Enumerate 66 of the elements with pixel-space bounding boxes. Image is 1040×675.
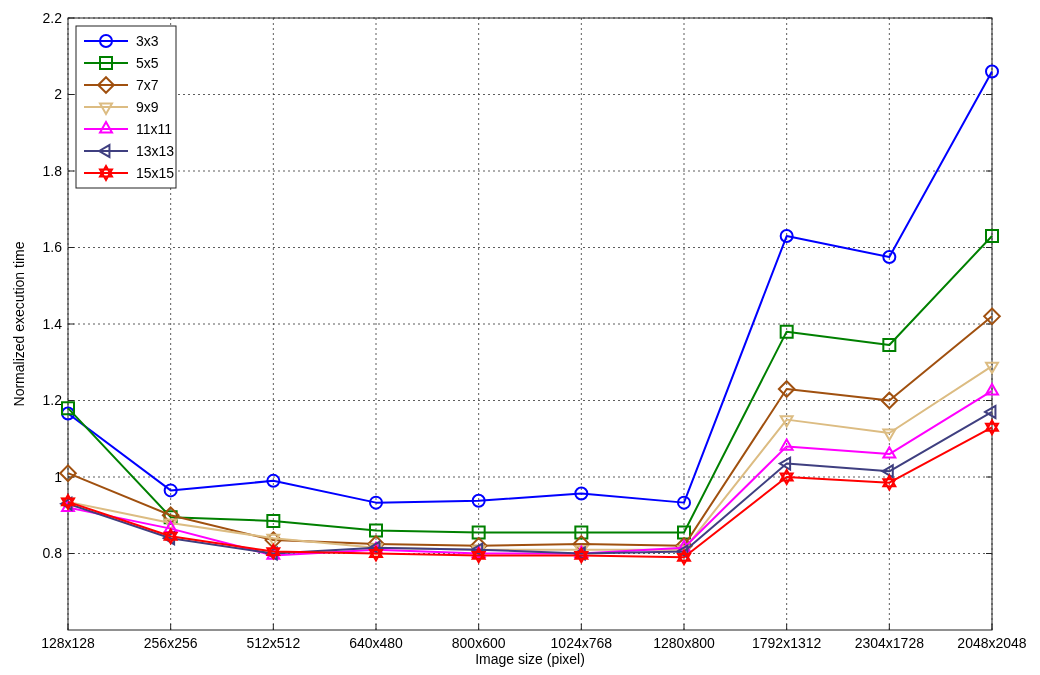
point [985, 419, 999, 436]
legend-label: 13x13 [136, 142, 175, 159]
point [985, 383, 999, 396]
point [61, 406, 75, 421]
y-tick-label: 1.4 [42, 315, 63, 332]
y-tick-label: 2 [54, 86, 63, 103]
point [984, 405, 997, 419]
y-axis-title: Normalized execution time [11, 241, 27, 407]
x-tick-label: 256x256 [143, 635, 198, 651]
x-tick-label: 640x480 [349, 635, 404, 651]
point [985, 64, 999, 79]
point [779, 469, 794, 485]
x-axis-title: Image size (pixel) [475, 651, 585, 667]
point [471, 493, 486, 508]
y-tick-label: 1.2 [42, 392, 63, 409]
point [881, 464, 894, 479]
y-tick-label: 1 [54, 468, 63, 485]
x-tick-label: 512x512 [246, 635, 301, 651]
point [985, 229, 999, 244]
point [779, 415, 794, 428]
point [369, 495, 383, 510]
legend-label: 3x3 [136, 32, 159, 49]
point [369, 523, 383, 538]
point [471, 547, 486, 564]
legend-label: 5x5 [136, 54, 159, 71]
x-tick-label: 1792x1312 [752, 635, 822, 651]
legend-label: 11x11 [136, 120, 173, 137]
x-tick-label: 800x600 [451, 635, 506, 651]
legend-label: 15x15 [136, 164, 175, 181]
point [777, 380, 796, 398]
y-tick-label: 2.2 [42, 9, 63, 26]
point [778, 456, 792, 471]
x-tick-label: 1280x800 [653, 635, 715, 651]
point [779, 229, 794, 244]
point [161, 506, 180, 525]
x-tick-label: 1024x768 [550, 635, 613, 651]
point [882, 250, 897, 265]
point [677, 525, 691, 540]
point [266, 513, 281, 528]
legend-label: 7x7 [136, 76, 159, 93]
point [61, 401, 75, 416]
point [163, 510, 178, 525]
point [471, 525, 486, 540]
y-tick-label: 1.8 [42, 162, 63, 179]
point [574, 486, 589, 501]
point [983, 307, 1001, 326]
point [369, 545, 383, 562]
point [677, 495, 691, 510]
x-tick-label: 2048x2048 [957, 635, 1027, 651]
point [677, 549, 691, 566]
legend-label: 9x9 [136, 98, 159, 115]
x-tick-label: 128x128 [41, 635, 96, 651]
point [882, 474, 897, 491]
point [574, 525, 589, 540]
point [882, 338, 897, 353]
point [985, 361, 999, 374]
point [882, 446, 897, 459]
point [266, 473, 281, 488]
point [163, 483, 178, 498]
y-tick-label: 0.8 [42, 545, 63, 562]
x-tick-label: 2304x1728 [854, 635, 925, 651]
point [779, 438, 794, 451]
point [779, 324, 794, 339]
y-tick-label: 1.6 [42, 239, 63, 256]
point [880, 391, 899, 410]
point [882, 428, 897, 441]
